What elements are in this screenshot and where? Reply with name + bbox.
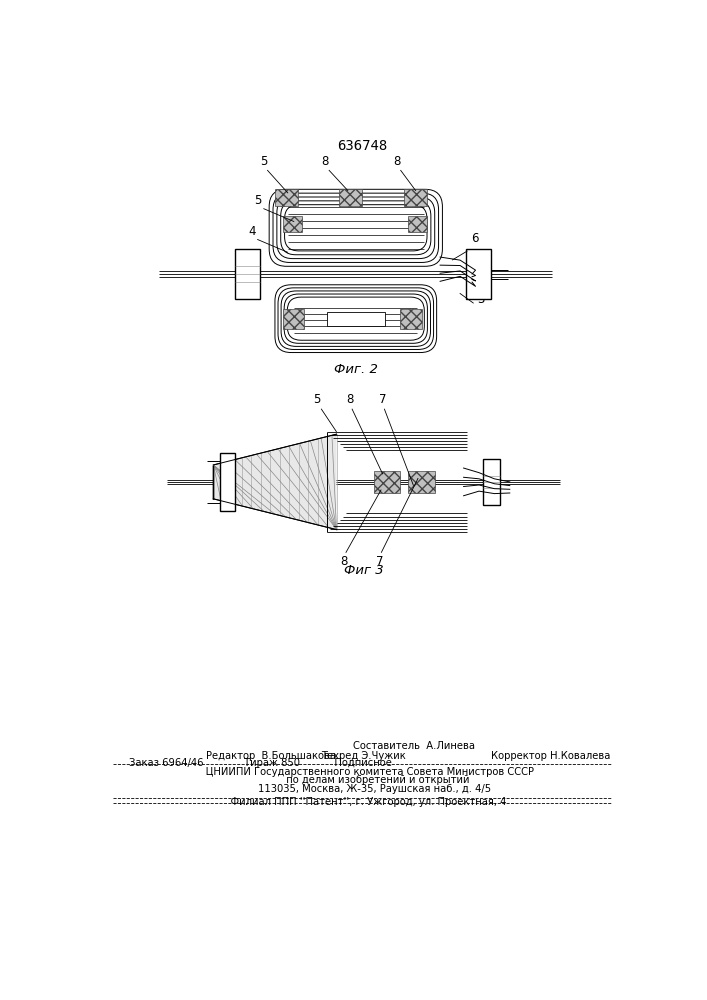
Bar: [283, 309, 304, 329]
FancyBboxPatch shape: [284, 294, 428, 343]
Text: 4: 4: [249, 225, 257, 238]
Text: Фиг. 2: Фиг. 2: [334, 363, 378, 376]
Text: Заказ 6964/46             Тираж 850           Подписное: Заказ 6964/46 Тираж 850 Подписное: [129, 758, 392, 768]
FancyBboxPatch shape: [278, 288, 433, 349]
Text: по делам изобретений и открытий: по делам изобретений и открытий: [255, 775, 469, 785]
Bar: [408, 216, 428, 232]
Bar: [408, 471, 435, 493]
Text: Техред Э.Чужик: Техред Э.Чужик: [321, 751, 406, 761]
Bar: [339, 189, 362, 206]
Text: 5: 5: [259, 155, 267, 168]
Bar: [404, 189, 426, 206]
Bar: [400, 309, 422, 329]
Bar: [327, 312, 385, 326]
Text: 8: 8: [393, 155, 400, 168]
Bar: [373, 471, 400, 493]
Text: 6: 6: [472, 232, 479, 245]
Bar: [483, 459, 500, 505]
Text: 8: 8: [321, 155, 329, 168]
Text: 8: 8: [341, 555, 348, 568]
Text: 5: 5: [314, 393, 321, 406]
Text: 7: 7: [379, 393, 387, 406]
FancyBboxPatch shape: [275, 285, 437, 353]
Text: 5: 5: [255, 194, 262, 207]
Text: 7: 7: [376, 555, 383, 568]
FancyBboxPatch shape: [269, 189, 443, 266]
Text: Составитель  А.Линева: Составитель А.Линева: [353, 741, 474, 751]
Polygon shape: [214, 434, 337, 530]
Text: Редактор  В.Большакова: Редактор В.Большакова: [206, 751, 336, 761]
Bar: [235, 249, 259, 299]
FancyBboxPatch shape: [281, 291, 431, 346]
FancyBboxPatch shape: [281, 201, 431, 255]
FancyBboxPatch shape: [273, 193, 438, 262]
Text: Филиал ППП ''Патент'', г. Ужгород, ул. Проектная, 4: Филиал ППП ''Патент'', г. Ужгород, ул. П…: [218, 797, 506, 807]
Text: 113035, Москва, Ж-35, Раушская наб., д. 4/5: 113035, Москва, Ж-35, Раушская наб., д. …: [233, 784, 491, 794]
Text: Корректор Н.Ковалева: Корректор Н.Ковалева: [491, 751, 610, 761]
Text: ЦНИИПИ Государственного комитета Совета Министров СССР: ЦНИИПИ Государственного комитета Совета …: [190, 767, 534, 777]
Bar: [466, 249, 491, 299]
FancyBboxPatch shape: [277, 197, 435, 259]
Text: 636748: 636748: [337, 139, 387, 153]
Bar: [219, 453, 235, 511]
FancyBboxPatch shape: [284, 205, 427, 251]
Bar: [283, 216, 302, 232]
Text: 3: 3: [477, 293, 484, 306]
Text: 8: 8: [346, 393, 354, 406]
Bar: [275, 189, 298, 206]
Text: Фиг 3: Фиг 3: [344, 564, 383, 577]
FancyBboxPatch shape: [287, 297, 424, 340]
